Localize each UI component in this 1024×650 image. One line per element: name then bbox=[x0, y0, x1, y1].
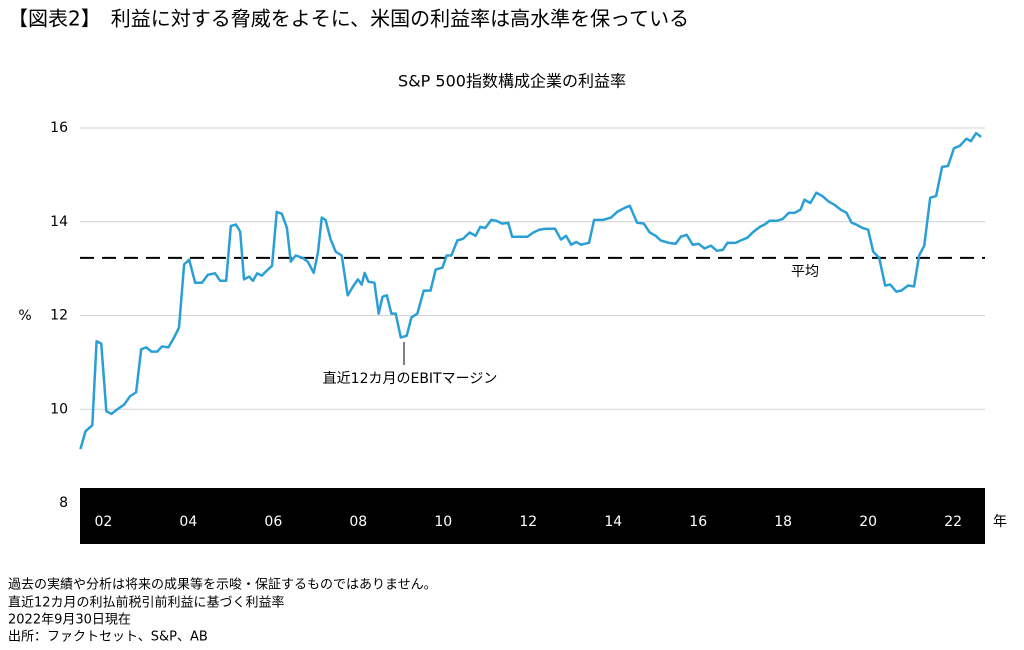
chart-title: S&P 500指数構成企業の利益率 bbox=[398, 72, 626, 91]
x-axis-label: 年 bbox=[993, 514, 1007, 530]
note: 直近12カ月の利払前税引前利益に基づく利益率 bbox=[8, 595, 285, 611]
x-tick-label: 20 bbox=[859, 514, 877, 530]
y-tick-label: 12 bbox=[50, 308, 68, 324]
note: 過去の実績や分析は将来の成果等を示唆・保証するものではありません。 bbox=[8, 577, 437, 593]
y-tick-label: 16 bbox=[50, 120, 68, 136]
x-axis-band bbox=[80, 488, 985, 544]
note: 出所：ファクトセット、S&P、AB bbox=[8, 630, 208, 645]
x-tick-label: 06 bbox=[264, 514, 282, 530]
x-tick-label: 18 bbox=[774, 514, 792, 530]
x-tick-label: 10 bbox=[434, 514, 452, 530]
x-tick-label: 16 bbox=[689, 514, 707, 530]
y-tick-label: 10 bbox=[50, 401, 68, 417]
x-tick-label: 22 bbox=[944, 514, 962, 530]
y-tick-label: 14 bbox=[50, 214, 68, 230]
series-line bbox=[79, 131, 982, 450]
x-tick-label: 04 bbox=[179, 514, 197, 530]
y-tick-label: 8 bbox=[59, 495, 68, 511]
reference-label: 平均 bbox=[791, 264, 819, 280]
x-tick-label: 02 bbox=[94, 514, 112, 530]
x-tick-label: 12 bbox=[519, 514, 537, 530]
x-tick-label: 14 bbox=[604, 514, 622, 530]
page-title: 【図表2】 利益に対する脅威をよそに、米国の利益率は高水準を保っている bbox=[8, 7, 689, 31]
y-axis-label: % bbox=[18, 308, 31, 324]
series-annotation: 直近12カ月のEBITマージン bbox=[323, 370, 498, 387]
x-tick-label: 08 bbox=[349, 514, 367, 530]
note: 2022年9月30日現在 bbox=[8, 613, 131, 628]
